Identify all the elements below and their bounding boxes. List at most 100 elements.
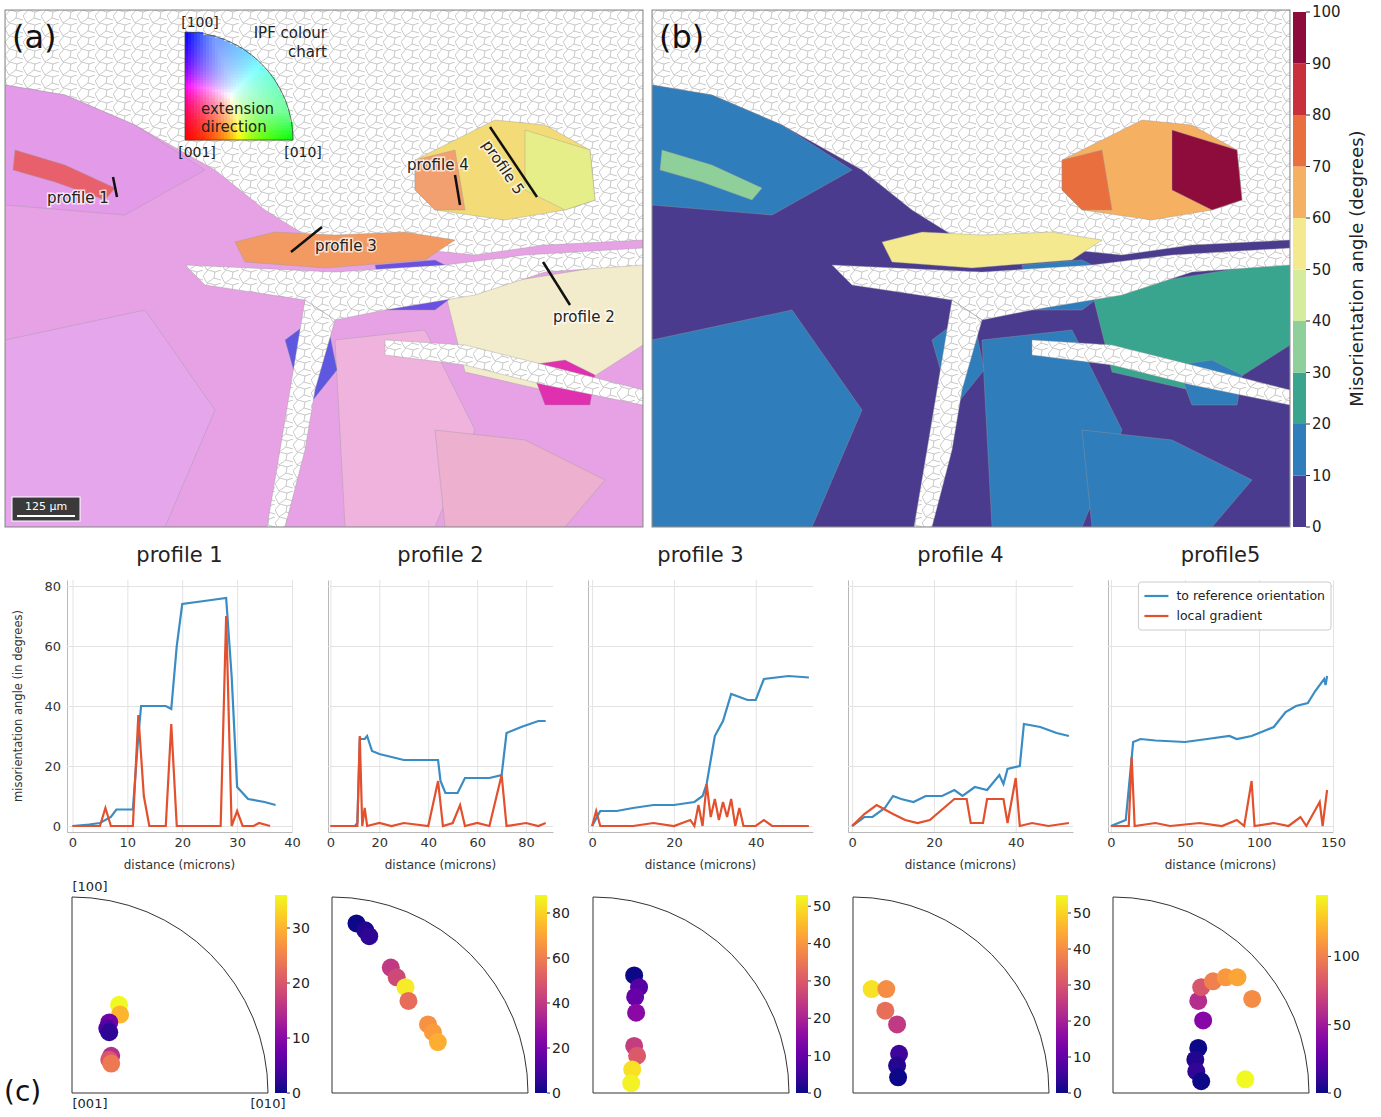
ipf-key-cell xyxy=(221,68,224,71)
colorbar-tick xyxy=(808,1055,811,1056)
ipf-key-cell xyxy=(254,83,257,86)
ipf-point xyxy=(1192,1072,1210,1090)
colorbar-tick-label: 10 xyxy=(1312,467,1331,485)
ipf-key-cell xyxy=(242,68,245,71)
colorbar-bin xyxy=(1293,321,1306,373)
ipf-key-cell xyxy=(218,56,221,59)
ipf-key-cell xyxy=(239,83,242,86)
x-axis-title: distance (microns) xyxy=(385,858,497,872)
colorbar-tick-label: 10 xyxy=(1073,1049,1091,1065)
ipf-key-cell xyxy=(251,92,254,95)
ipf-key-cell xyxy=(236,53,239,56)
ipf-key-cell xyxy=(248,77,251,80)
ipf-key-cell xyxy=(287,125,290,128)
colorbar-bin xyxy=(1293,64,1306,116)
ipf-key-cell xyxy=(242,62,245,65)
ipf-key-cell xyxy=(224,44,227,47)
ipf-key-cell xyxy=(242,53,245,56)
scale-bar xyxy=(17,515,75,517)
ipf-key-cell xyxy=(272,128,275,131)
ipf-key-cell xyxy=(245,74,248,77)
ipf-key-cell xyxy=(269,119,272,122)
ipf-key-cell xyxy=(197,41,200,44)
colorbar-bin xyxy=(1293,424,1306,476)
ipf-key-cell xyxy=(188,65,191,68)
ipf-key-cell xyxy=(194,119,197,122)
ipf-key-cell xyxy=(185,86,188,89)
ipf-key-cell xyxy=(206,41,209,44)
region xyxy=(5,85,205,215)
y-tick xyxy=(328,586,553,587)
ipf-key-cell xyxy=(191,134,194,137)
ipf-key-cell xyxy=(245,59,248,62)
x-axis-title: distance (microns) xyxy=(1165,858,1277,872)
ipf-key-cell xyxy=(197,131,200,134)
ipf-key-cell xyxy=(194,62,197,65)
ipf-key-cell xyxy=(266,89,269,92)
colorbar-tick xyxy=(1306,475,1310,476)
y-grid-line xyxy=(67,706,292,707)
ipf-key-cell xyxy=(215,47,218,50)
ipf-key-cell xyxy=(185,83,188,86)
ipf-key-cell xyxy=(224,41,227,44)
ipf-key-cell xyxy=(278,101,281,104)
ipf-key-cell xyxy=(251,95,254,98)
ipf-key-cell xyxy=(185,134,188,137)
x-tick: 40 xyxy=(284,580,301,850)
ipf-key-cell xyxy=(215,71,218,74)
ipf-frame xyxy=(332,897,528,1093)
ipf-key-cell xyxy=(269,134,272,137)
ipf-key-cell xyxy=(191,71,194,74)
region xyxy=(652,310,862,527)
ipf-key-cell xyxy=(191,89,194,92)
ipf-key-cell xyxy=(188,86,191,89)
ipf-key-cell xyxy=(212,74,215,77)
ipf-key-cell xyxy=(224,92,227,95)
ipf-key-cell xyxy=(269,86,272,89)
y-tick xyxy=(588,706,813,707)
ipf-key-cell xyxy=(278,107,281,110)
y-tick xyxy=(848,706,1073,707)
ipf-key-cell xyxy=(218,83,221,86)
ipf-key-cell xyxy=(212,80,215,83)
ipf-key-cell xyxy=(281,125,284,128)
ipf-key-cell xyxy=(284,122,287,125)
ipf-key-cell xyxy=(215,74,218,77)
ipf-point xyxy=(1194,1011,1212,1029)
ipf-key-cell xyxy=(251,89,254,92)
ipf-key-cell xyxy=(230,59,233,62)
ipf-key-cell xyxy=(254,95,257,98)
colorbar-tick xyxy=(1068,1093,1071,1094)
profile-line xyxy=(72,616,270,826)
ipf-key-cell xyxy=(281,98,284,101)
ipf-key-cell xyxy=(278,104,281,107)
ipf-key-cell xyxy=(260,89,263,92)
ipf-key-cell xyxy=(191,53,194,56)
ipf-key-cell xyxy=(227,62,230,65)
colorbar-tick-label: 20 xyxy=(1073,1013,1091,1029)
ipf-key-cell xyxy=(188,53,191,56)
ipf-key-cell xyxy=(197,80,200,83)
y-grid-line xyxy=(848,586,1073,587)
ipf-key-cell xyxy=(197,38,200,41)
ipf-point xyxy=(1243,990,1261,1008)
ipf-key-cell xyxy=(188,92,191,95)
ipf-key-cell xyxy=(185,41,188,44)
colorbar-tick-label: 0 xyxy=(1312,518,1322,536)
colorbar-bin xyxy=(1293,167,1306,219)
ipf-key-cell xyxy=(203,47,206,50)
ipf-key-cell xyxy=(200,92,203,95)
y-grid-line xyxy=(67,586,292,587)
ipf-key-cell xyxy=(281,128,284,131)
ipf-key-cell xyxy=(284,113,287,116)
profile-line xyxy=(592,784,809,826)
ipf-key-cell xyxy=(236,50,239,53)
y-tick xyxy=(848,586,1073,587)
ipf-key-cell xyxy=(206,86,209,89)
ipf-key-cell xyxy=(188,128,191,131)
ipf-key-cell xyxy=(227,53,230,56)
ipf-key-cell xyxy=(197,89,200,92)
ipf-key-cell xyxy=(188,98,191,101)
ipf-key-cell xyxy=(194,68,197,71)
colorbar-tick xyxy=(1328,1024,1331,1025)
